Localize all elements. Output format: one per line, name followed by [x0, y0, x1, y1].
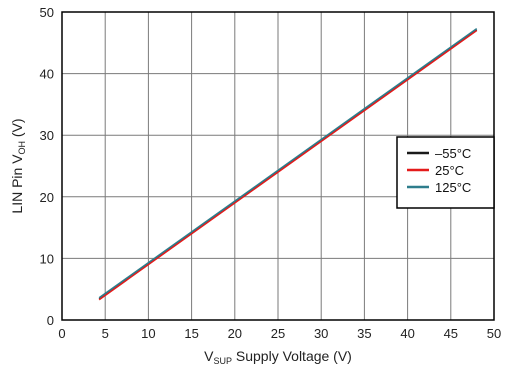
x-tick-label: 15	[184, 326, 198, 341]
y-axis-label-sub: OH	[17, 141, 27, 155]
series-line	[98, 27, 478, 299]
x-axis-label-sub: SUP	[213, 356, 232, 366]
x-axis-label-main: V	[204, 348, 214, 364]
legend-label: –55°C	[435, 146, 471, 161]
y-tick-label: 20	[40, 190, 54, 205]
x-tick-label: 10	[141, 326, 155, 341]
x-tick-label: 35	[357, 326, 371, 341]
x-tick-label: 30	[314, 326, 328, 341]
x-tick-label: 0	[58, 326, 65, 341]
legend-label: 25°C	[435, 163, 464, 178]
x-tick-label: 20	[228, 326, 242, 341]
x-tick-labels: 0 5 10 15 20 25 30 35 40 45 50	[58, 326, 501, 341]
series-lines	[98, 27, 478, 301]
legend: –55°C 25°C 125°C	[396, 136, 495, 209]
y-tick-label: 10	[40, 251, 54, 266]
y-axis-label: LIN Pin VOH (V)	[9, 118, 27, 213]
y-axis-label-main: LIN Pin V	[9, 154, 25, 214]
y-tick-labels: 0 10 20 30 40 50	[40, 5, 54, 328]
y-tick-label: 50	[40, 5, 54, 20]
y-tick-label: 30	[40, 128, 54, 143]
y-tick-label: 40	[40, 67, 54, 82]
x-tick-label: 40	[400, 326, 414, 341]
x-axis-label: VSUP Supply Voltage (V)	[204, 348, 352, 366]
legend-label: 125°C	[435, 180, 471, 195]
y-axis-label-rest: (V)	[9, 118, 25, 141]
x-tick-label: 25	[271, 326, 285, 341]
x-tick-label: 5	[102, 326, 109, 341]
legend-box	[396, 136, 495, 209]
x-axis-label-rest: Supply Voltage (V)	[232, 348, 352, 364]
x-tick-label: 50	[487, 326, 501, 341]
x-tick-label: 45	[444, 326, 458, 341]
y-tick-label: 0	[47, 313, 54, 328]
series-line	[98, 29, 478, 301]
